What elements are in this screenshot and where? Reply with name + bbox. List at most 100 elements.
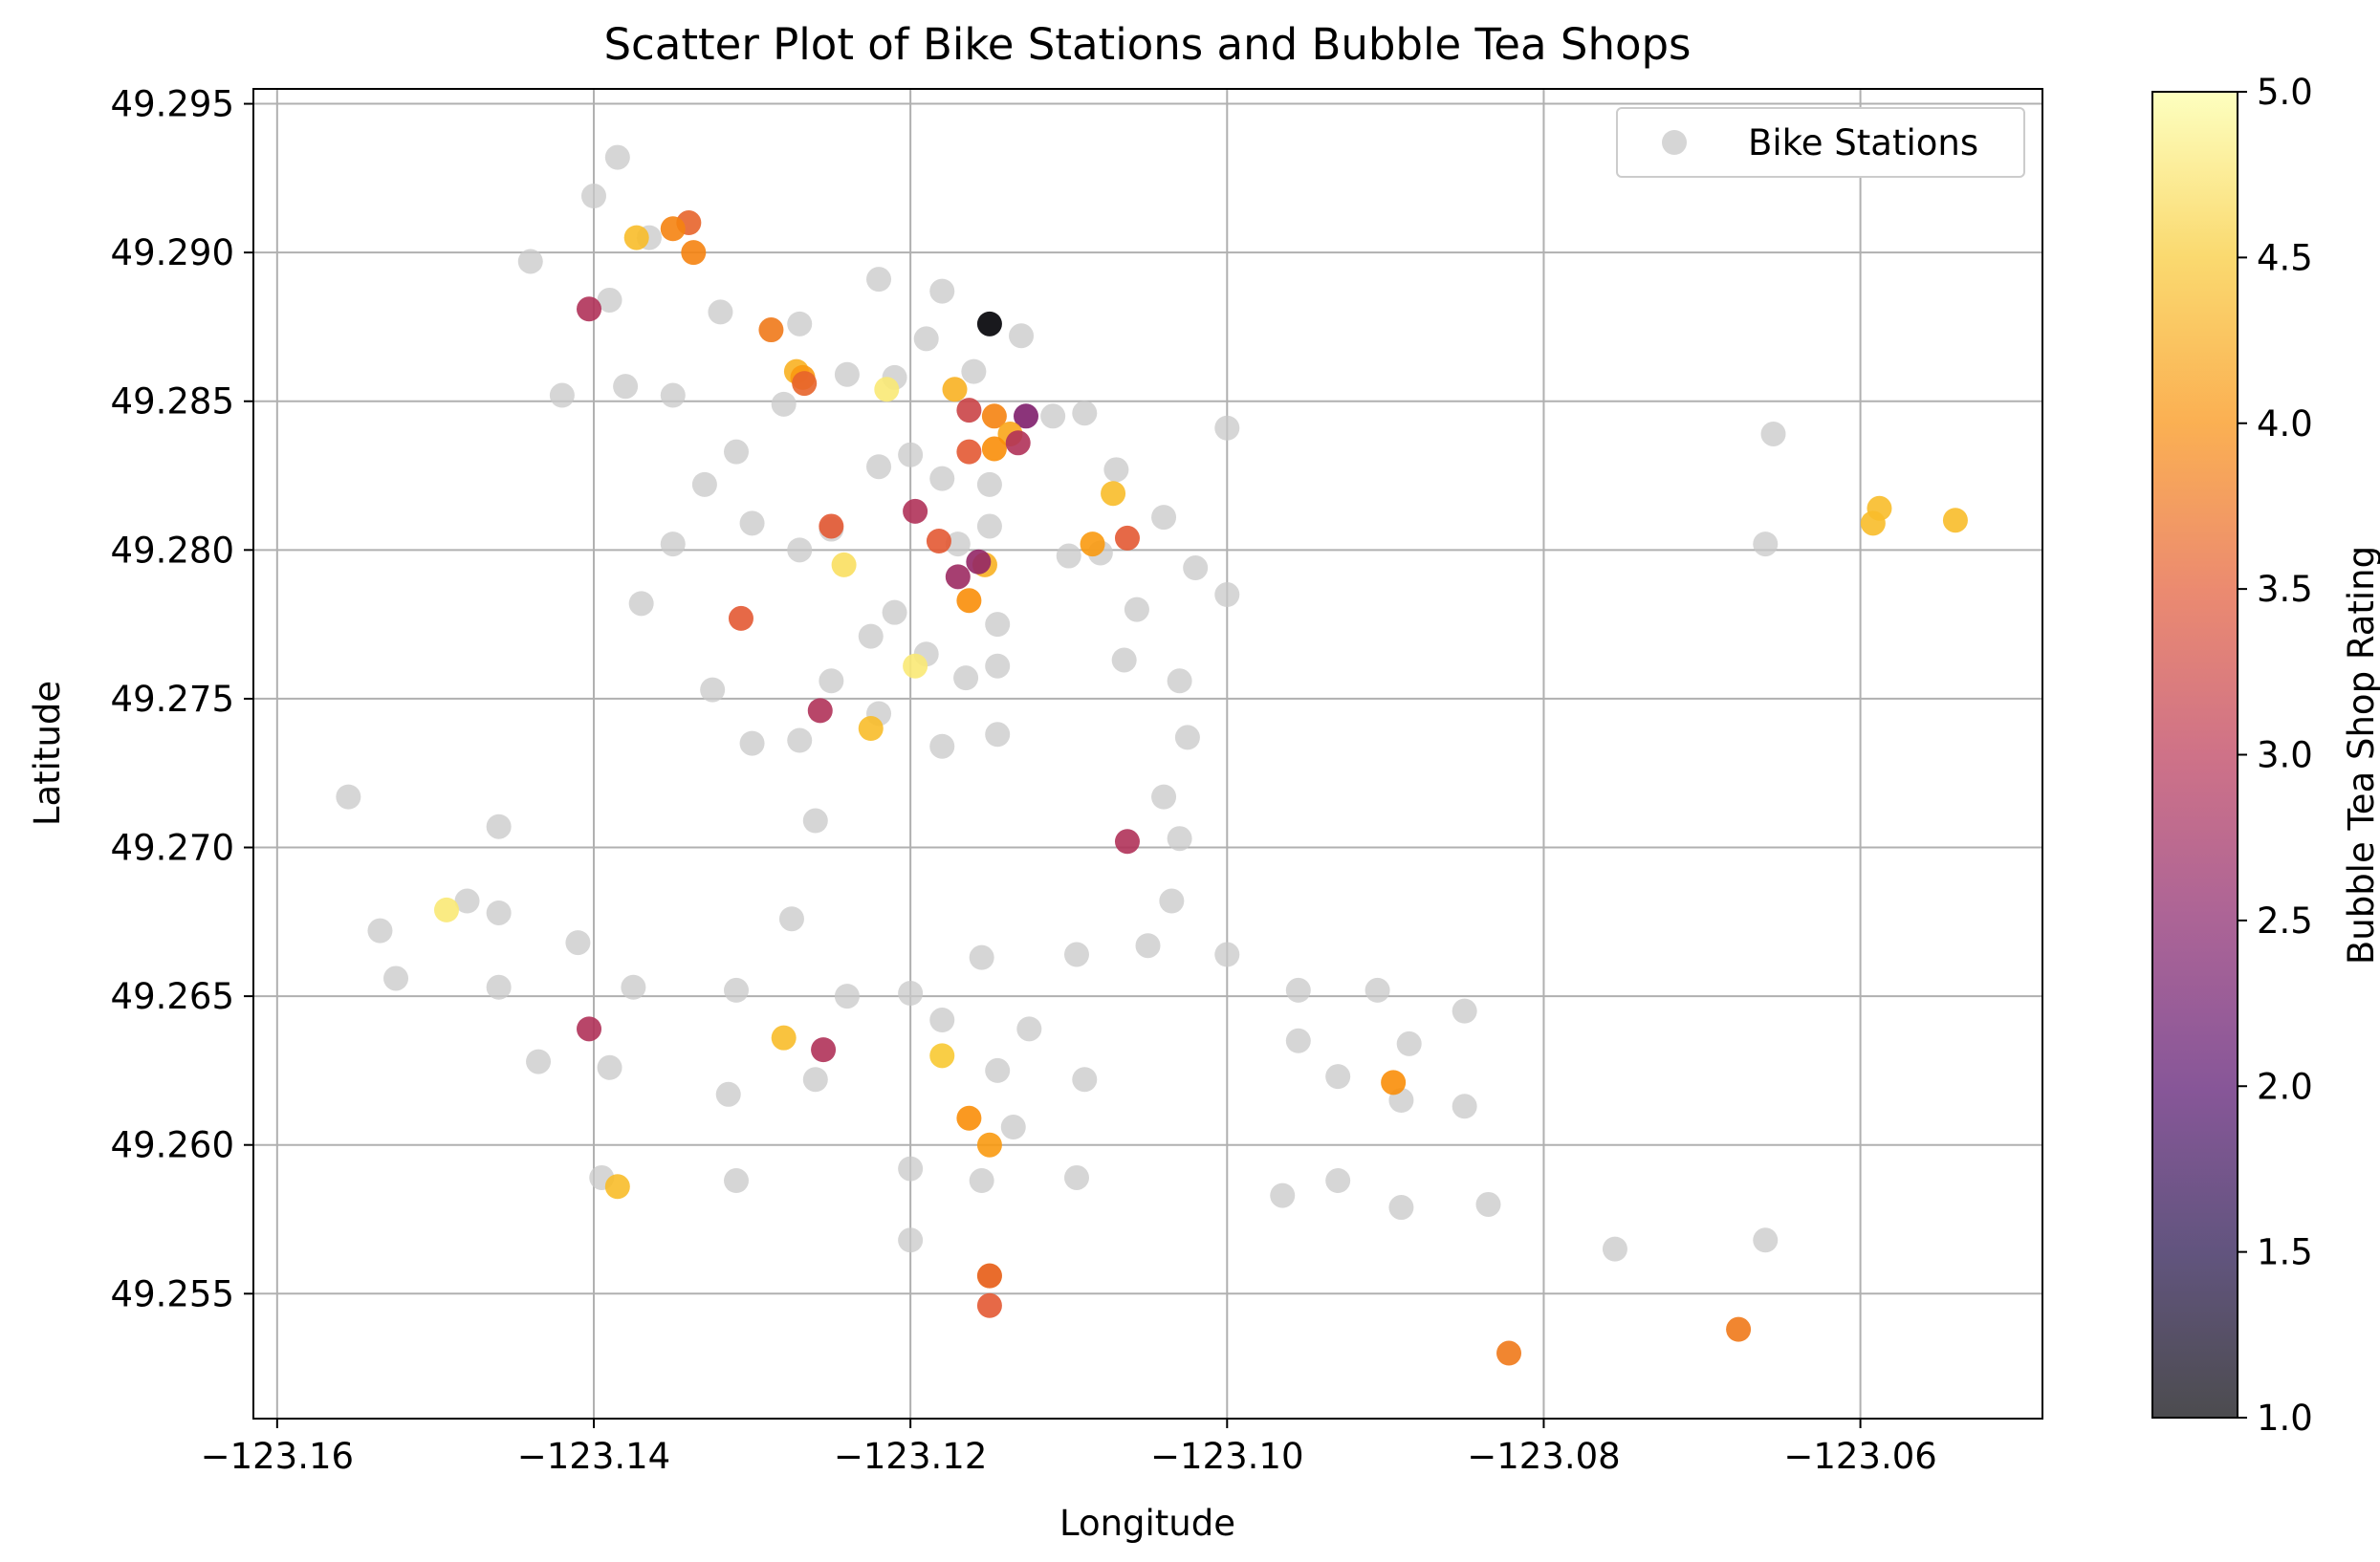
bike-station-point xyxy=(1124,597,1149,622)
bike-station-point xyxy=(1056,543,1081,569)
bubble-tea-shop-point xyxy=(660,216,686,242)
bike-station-point xyxy=(898,1227,924,1253)
bubble-tea-shop-point xyxy=(981,403,1007,429)
bubble-tea-shop-point xyxy=(792,371,818,397)
colorbar-ticks: 1.0 1.5 2.0 2.5 3.0 3.5 4.0 4.5 5.0 xyxy=(2238,72,2313,1439)
bike-station-point xyxy=(898,1156,924,1182)
bike-station-point xyxy=(929,733,955,759)
bike-station-point xyxy=(1040,403,1066,429)
bike-station-point xyxy=(819,668,844,694)
bike-station-point xyxy=(1753,1227,1779,1253)
colorbar-tick-label: 4.5 xyxy=(2257,237,2313,278)
bike-station-point xyxy=(1063,1164,1089,1190)
bike-station-point xyxy=(1270,1182,1296,1208)
bike-station-point xyxy=(724,1168,750,1194)
bubble-tea-shop-point xyxy=(926,529,951,554)
bike-station-point xyxy=(1475,1191,1501,1217)
bike-station-point xyxy=(660,532,686,557)
bike-station-point xyxy=(882,599,907,625)
bubble-tea-shop-point xyxy=(1005,430,1031,456)
bike-station-point xyxy=(1214,415,1240,441)
legend: Bike Stations xyxy=(1616,107,2025,178)
grid-lines xyxy=(253,89,2042,1419)
bike-station-point xyxy=(1452,1094,1477,1119)
chart-title: Scatter Plot of Bike Stations and Bubble… xyxy=(603,19,1691,70)
bike-station-point xyxy=(597,287,622,313)
bike-station-point xyxy=(976,471,1002,497)
bubble-tea-shop-point xyxy=(1496,1340,1522,1366)
bike-station-point xyxy=(1760,421,1786,446)
bubble-tea-shop-point xyxy=(945,564,971,590)
bike-station-point xyxy=(858,623,884,649)
bike-station-point xyxy=(1753,532,1779,557)
bike-station-point xyxy=(1174,725,1200,750)
bike-station-point xyxy=(1072,401,1098,426)
bubble-tea-shop-point xyxy=(929,1043,955,1069)
bike-station-point xyxy=(913,326,939,352)
bike-station-point xyxy=(834,361,860,387)
bike-station-point xyxy=(834,984,860,1009)
bubble-tea-shop-point xyxy=(1381,1070,1407,1096)
bike-station-point xyxy=(1111,647,1137,673)
bike-station-point xyxy=(604,144,630,170)
bike-station-point xyxy=(985,612,1011,638)
bubble-tea-shop-point xyxy=(956,588,982,614)
bike-station-point xyxy=(621,974,646,1000)
bike-station-point xyxy=(1135,933,1161,959)
x-tick-label: −123.08 xyxy=(1467,1436,1620,1477)
bike-station-point xyxy=(771,391,797,417)
bike-station-point xyxy=(976,513,1002,539)
bike-station-point xyxy=(565,930,591,956)
bubble-tea-shop-point xyxy=(1860,510,1886,536)
bike-station-point xyxy=(1063,942,1089,967)
bike-station-point xyxy=(613,374,639,400)
bike-station-point xyxy=(1167,668,1192,694)
bubble-tea-shop-point xyxy=(1726,1316,1752,1342)
bubble-tea-shop-point xyxy=(1114,829,1140,855)
bike-station-point xyxy=(549,382,575,408)
bike-station-point xyxy=(724,977,750,1003)
bike-station-point xyxy=(517,249,543,274)
bike-station-point xyxy=(1167,826,1192,852)
bike-station-point xyxy=(1000,1115,1026,1140)
bike-station-point xyxy=(985,653,1011,679)
bike-station-point xyxy=(969,944,994,970)
bike-station-point xyxy=(898,981,924,1007)
y-tick-label: 49.275 xyxy=(111,679,234,720)
bike-station-point xyxy=(866,267,892,293)
bubble-tea-shop-point xyxy=(874,377,900,402)
bike-station-point xyxy=(383,965,409,991)
x-axis-label: Longitude xyxy=(1059,1503,1235,1544)
bubble-tea-shop-point xyxy=(942,377,968,402)
x-tick-label: −123.10 xyxy=(1150,1436,1303,1477)
x-tick-label: −123.14 xyxy=(517,1436,670,1477)
bike-station-point xyxy=(1016,1016,1042,1042)
bike-station-point xyxy=(724,439,750,465)
bike-station-point xyxy=(715,1081,741,1107)
points xyxy=(336,144,1968,1366)
colorbar-tick-label: 4.0 xyxy=(2257,403,2313,445)
bubble-tea-shop-point xyxy=(981,436,1007,462)
bike-station-point xyxy=(1285,1028,1311,1053)
bubble-tea-shop-point xyxy=(956,398,982,423)
bubble-tea-shop-point xyxy=(604,1174,630,1200)
bike-station-point xyxy=(1388,1195,1414,1221)
bubble-tea-shop-point xyxy=(1014,403,1039,429)
y-tick-label: 49.270 xyxy=(111,828,234,869)
bubble-tea-shop-point xyxy=(903,498,928,524)
bubble-tea-shop-point xyxy=(771,1025,797,1051)
bubble-tea-shop-point xyxy=(956,439,982,465)
legend-marker-bike-stations xyxy=(1662,130,1687,155)
bike-station-point xyxy=(486,814,512,839)
bubble-tea-shop-point xyxy=(966,549,992,575)
bubble-tea-shop-point xyxy=(577,296,602,322)
bubble-tea-shop-point xyxy=(728,605,753,631)
y-tick-label: 49.260 xyxy=(111,1125,234,1166)
bike-station-point xyxy=(985,1057,1011,1083)
bubble-tea-shop-point xyxy=(976,1292,1002,1318)
y-tick-label: 49.255 xyxy=(111,1273,234,1314)
bike-station-point xyxy=(1151,784,1177,810)
bike-station-point xyxy=(708,299,733,325)
legend-label-bike-stations: Bike Stations xyxy=(1748,122,1978,163)
y-tick-label: 49.265 xyxy=(111,976,234,1017)
